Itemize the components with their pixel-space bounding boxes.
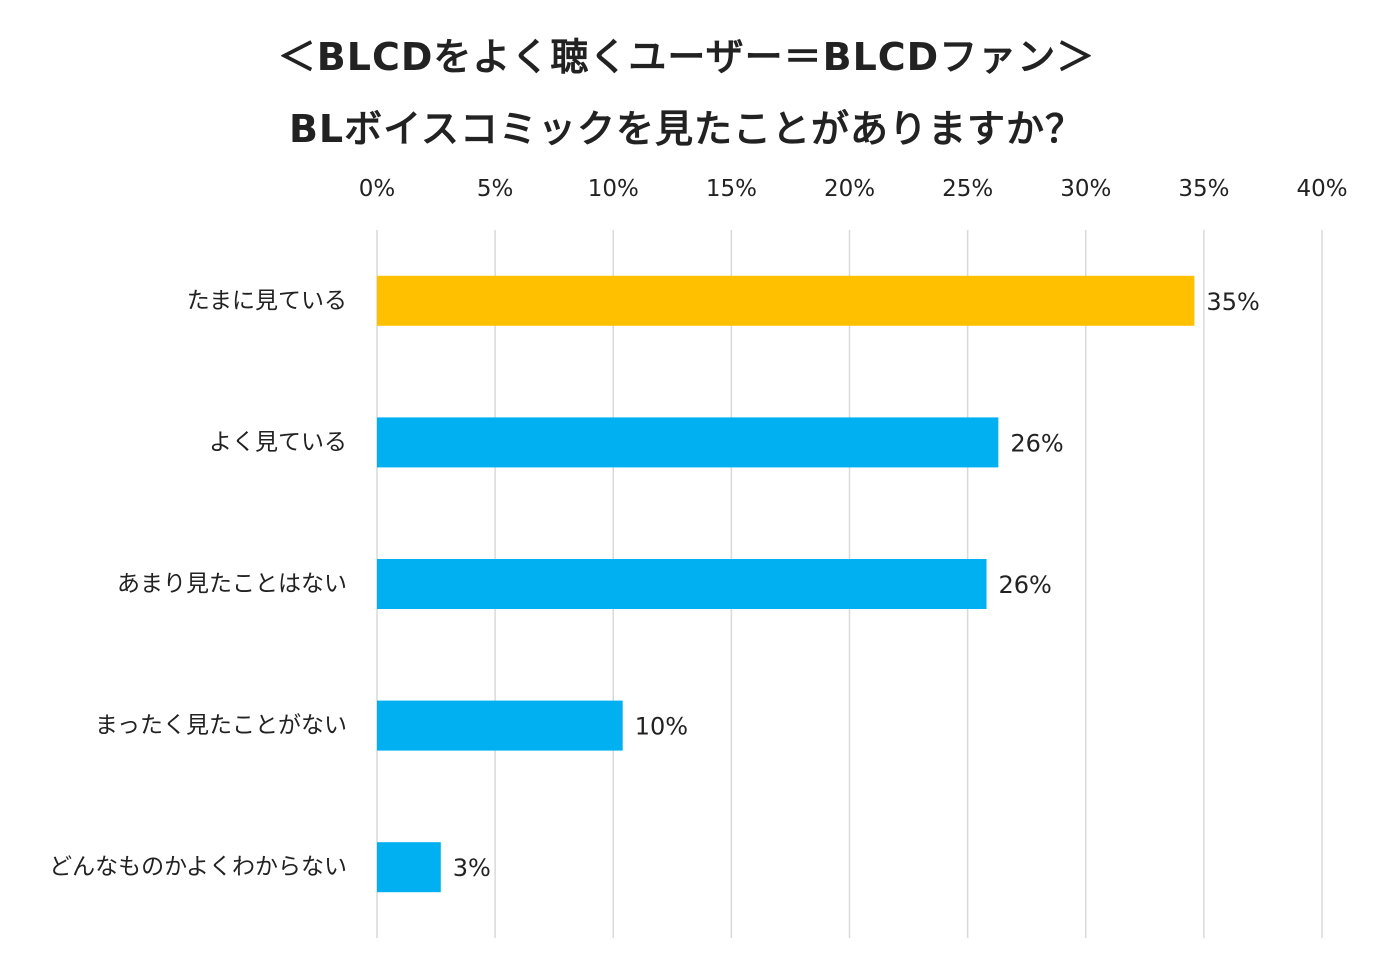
data-label: 26%: [1010, 429, 1063, 457]
x-tick-label: 40%: [1296, 176, 1347, 202]
bar: [377, 559, 987, 609]
chart-title-line-1: ＜BLCDをよく聴くユーザー＝BLCDファン＞: [277, 35, 1096, 79]
x-tick-label: 35%: [1178, 176, 1229, 202]
bar: [377, 842, 441, 893]
x-tick-label: 25%: [942, 176, 993, 202]
bar: [377, 275, 1195, 326]
category-label: よく見ている: [209, 429, 347, 455]
x-tick-label: 5%: [477, 176, 514, 202]
category-label: まったく見たことがない: [95, 713, 347, 739]
data-label: 26%: [999, 571, 1052, 599]
category-label: どんなものかよくわからない: [49, 854, 347, 880]
x-tick-label: 20%: [824, 176, 875, 202]
x-tick-label: 0%: [359, 176, 396, 202]
chart-title-line-2: BLボイスコミックを見たことがありますか？: [288, 107, 1085, 151]
category-label: あまり見たことはない: [117, 571, 347, 597]
bars: [377, 275, 1195, 893]
x-tick-label: 30%: [1060, 176, 1111, 202]
data-label: 10%: [635, 713, 688, 741]
bar: [377, 700, 623, 751]
x-tick-label: 15%: [706, 176, 757, 202]
category-labels: たまに見ているよく見ているあまり見たことはないまったく見たことがないどんなものか…: [49, 288, 347, 880]
data-label: 3%: [453, 854, 491, 882]
x-axis-ticks: 0% 5% 10% 15% 20% 25% 30% 35% 40%: [359, 176, 1348, 202]
data-labels: 35% 26% 26% 10% 3%: [453, 288, 1260, 882]
data-label: 35%: [1206, 288, 1259, 316]
category-label: たまに見ている: [187, 288, 347, 314]
bar: [377, 417, 999, 468]
x-tick-label: 10%: [588, 176, 639, 202]
